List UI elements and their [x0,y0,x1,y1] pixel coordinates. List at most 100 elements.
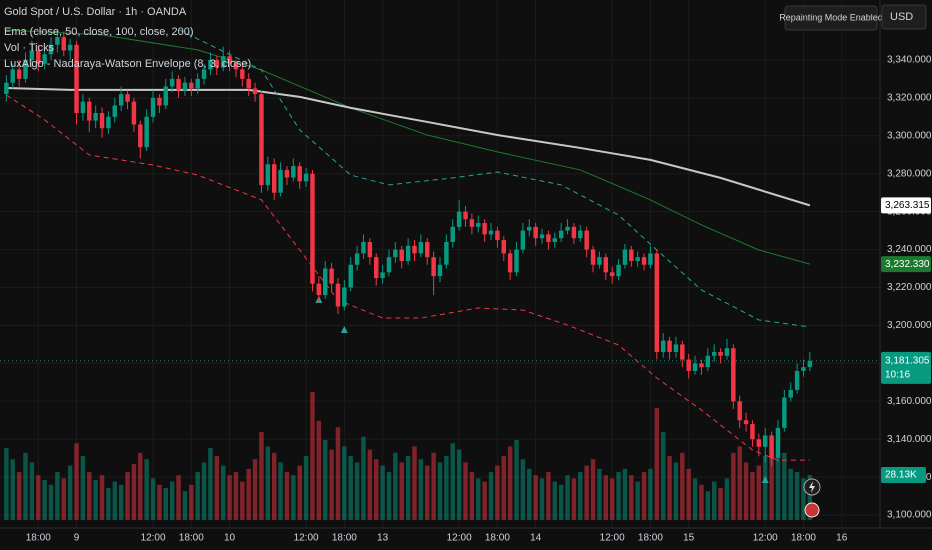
volume-bar [10,459,15,520]
volume-bar [227,475,232,520]
candle-body [571,226,577,239]
volume-bar [450,443,455,520]
candle-body [692,363,698,371]
candle-body [393,249,398,258]
indicator-lines [0,29,880,484]
volume-bar [673,462,679,520]
volume-bar [552,481,558,520]
candle-body [48,44,54,55]
volume-bar [55,472,60,520]
volume-bar [788,468,793,520]
candle-body [616,264,621,277]
volume-bar [393,452,398,520]
volume-bar [520,459,526,520]
y-tick-label: 3,100.000 [887,510,932,521]
candle-body [4,82,9,95]
candle-body [227,56,232,64]
candle-body [756,439,762,447]
grid [0,0,880,528]
x-tick-label: 12:00 [294,533,319,544]
candle-body [507,253,513,273]
candle-body [673,344,679,352]
volume-bar [214,456,220,520]
x-tick-label: 18:00 [791,533,816,544]
volume-bar [622,468,628,520]
volume-bar [603,475,609,520]
y-tick-label: 3,320.000 [887,93,932,104]
currency-button-label[interactable]: USD [890,11,913,23]
volume-bar [425,465,430,520]
volume-bar [335,427,341,520]
candle-body [342,287,347,307]
volume-bar [361,436,366,520]
y-tick-label: 3,300.000 [887,130,932,141]
volume-bar [418,459,424,520]
volume-bar [74,443,79,520]
candle-body [680,344,685,360]
ema-line [6,87,811,207]
candle-body [807,360,813,368]
candle-body [699,363,704,368]
candle-body [195,78,200,89]
candle-body [16,69,22,79]
volume-bar [278,462,283,520]
volume-bar [654,408,660,520]
x-tick-label: 15 [683,533,695,544]
volume-bar [558,484,564,520]
volume-bar [67,465,73,520]
volume-bar [252,459,258,520]
candle-body [463,211,468,220]
volume-bar [182,491,188,520]
candle-body [476,223,481,227]
candle-body [374,257,379,279]
volume-bar [246,468,251,520]
x-tick-label: 10 [224,533,236,544]
candle-body [67,44,73,51]
volume-bar [641,472,647,520]
volume-bar [99,475,105,520]
volume-bar [527,468,532,520]
volume-bar [546,472,551,520]
candle-body [271,164,277,193]
volume-bar [405,456,411,520]
candle-body [533,226,538,239]
volume-bar [271,452,277,520]
volume-bar [150,478,156,520]
candle-body [711,352,717,356]
repaint-button-label[interactable]: Repainting Mode Enabled [779,12,883,22]
volume-bar [495,465,500,520]
candle-body [527,226,532,231]
legend-line: LuxAlgo - Nadaraya-Watson Envelope (8, 3… [4,58,251,70]
candle-body [622,249,628,265]
candle-body [367,242,373,258]
volume-bar [756,465,762,520]
volume-bar [138,452,143,520]
candle-body [157,97,162,106]
volume-bar [220,465,226,520]
candle-body [10,69,15,83]
y-tick-label: 3,240.000 [887,244,932,255]
candle-body [762,435,768,447]
x-tick-label: 13 [377,533,389,544]
volume-bar [590,459,596,520]
repaint-button[interactable] [784,5,878,31]
currency-button[interactable] [881,4,927,30]
volume-bar [386,472,392,520]
volume-bar [310,392,315,520]
volume-bar [437,462,443,520]
candle-body [782,397,787,428]
volume-bar [609,478,615,520]
volume-bar [163,488,169,520]
volume-bar [533,475,538,520]
flag-icon[interactable] [804,502,820,518]
envelope-line [178,29,810,328]
candle-body [380,272,385,279]
candle-body [150,97,156,117]
volume-bar [367,449,373,520]
candle-body [469,219,475,227]
candle-body [788,389,793,398]
candle-body [609,272,615,277]
candle-body [552,238,558,242]
x-tick-label: 12:00 [753,533,778,544]
volume-bar [629,475,634,520]
